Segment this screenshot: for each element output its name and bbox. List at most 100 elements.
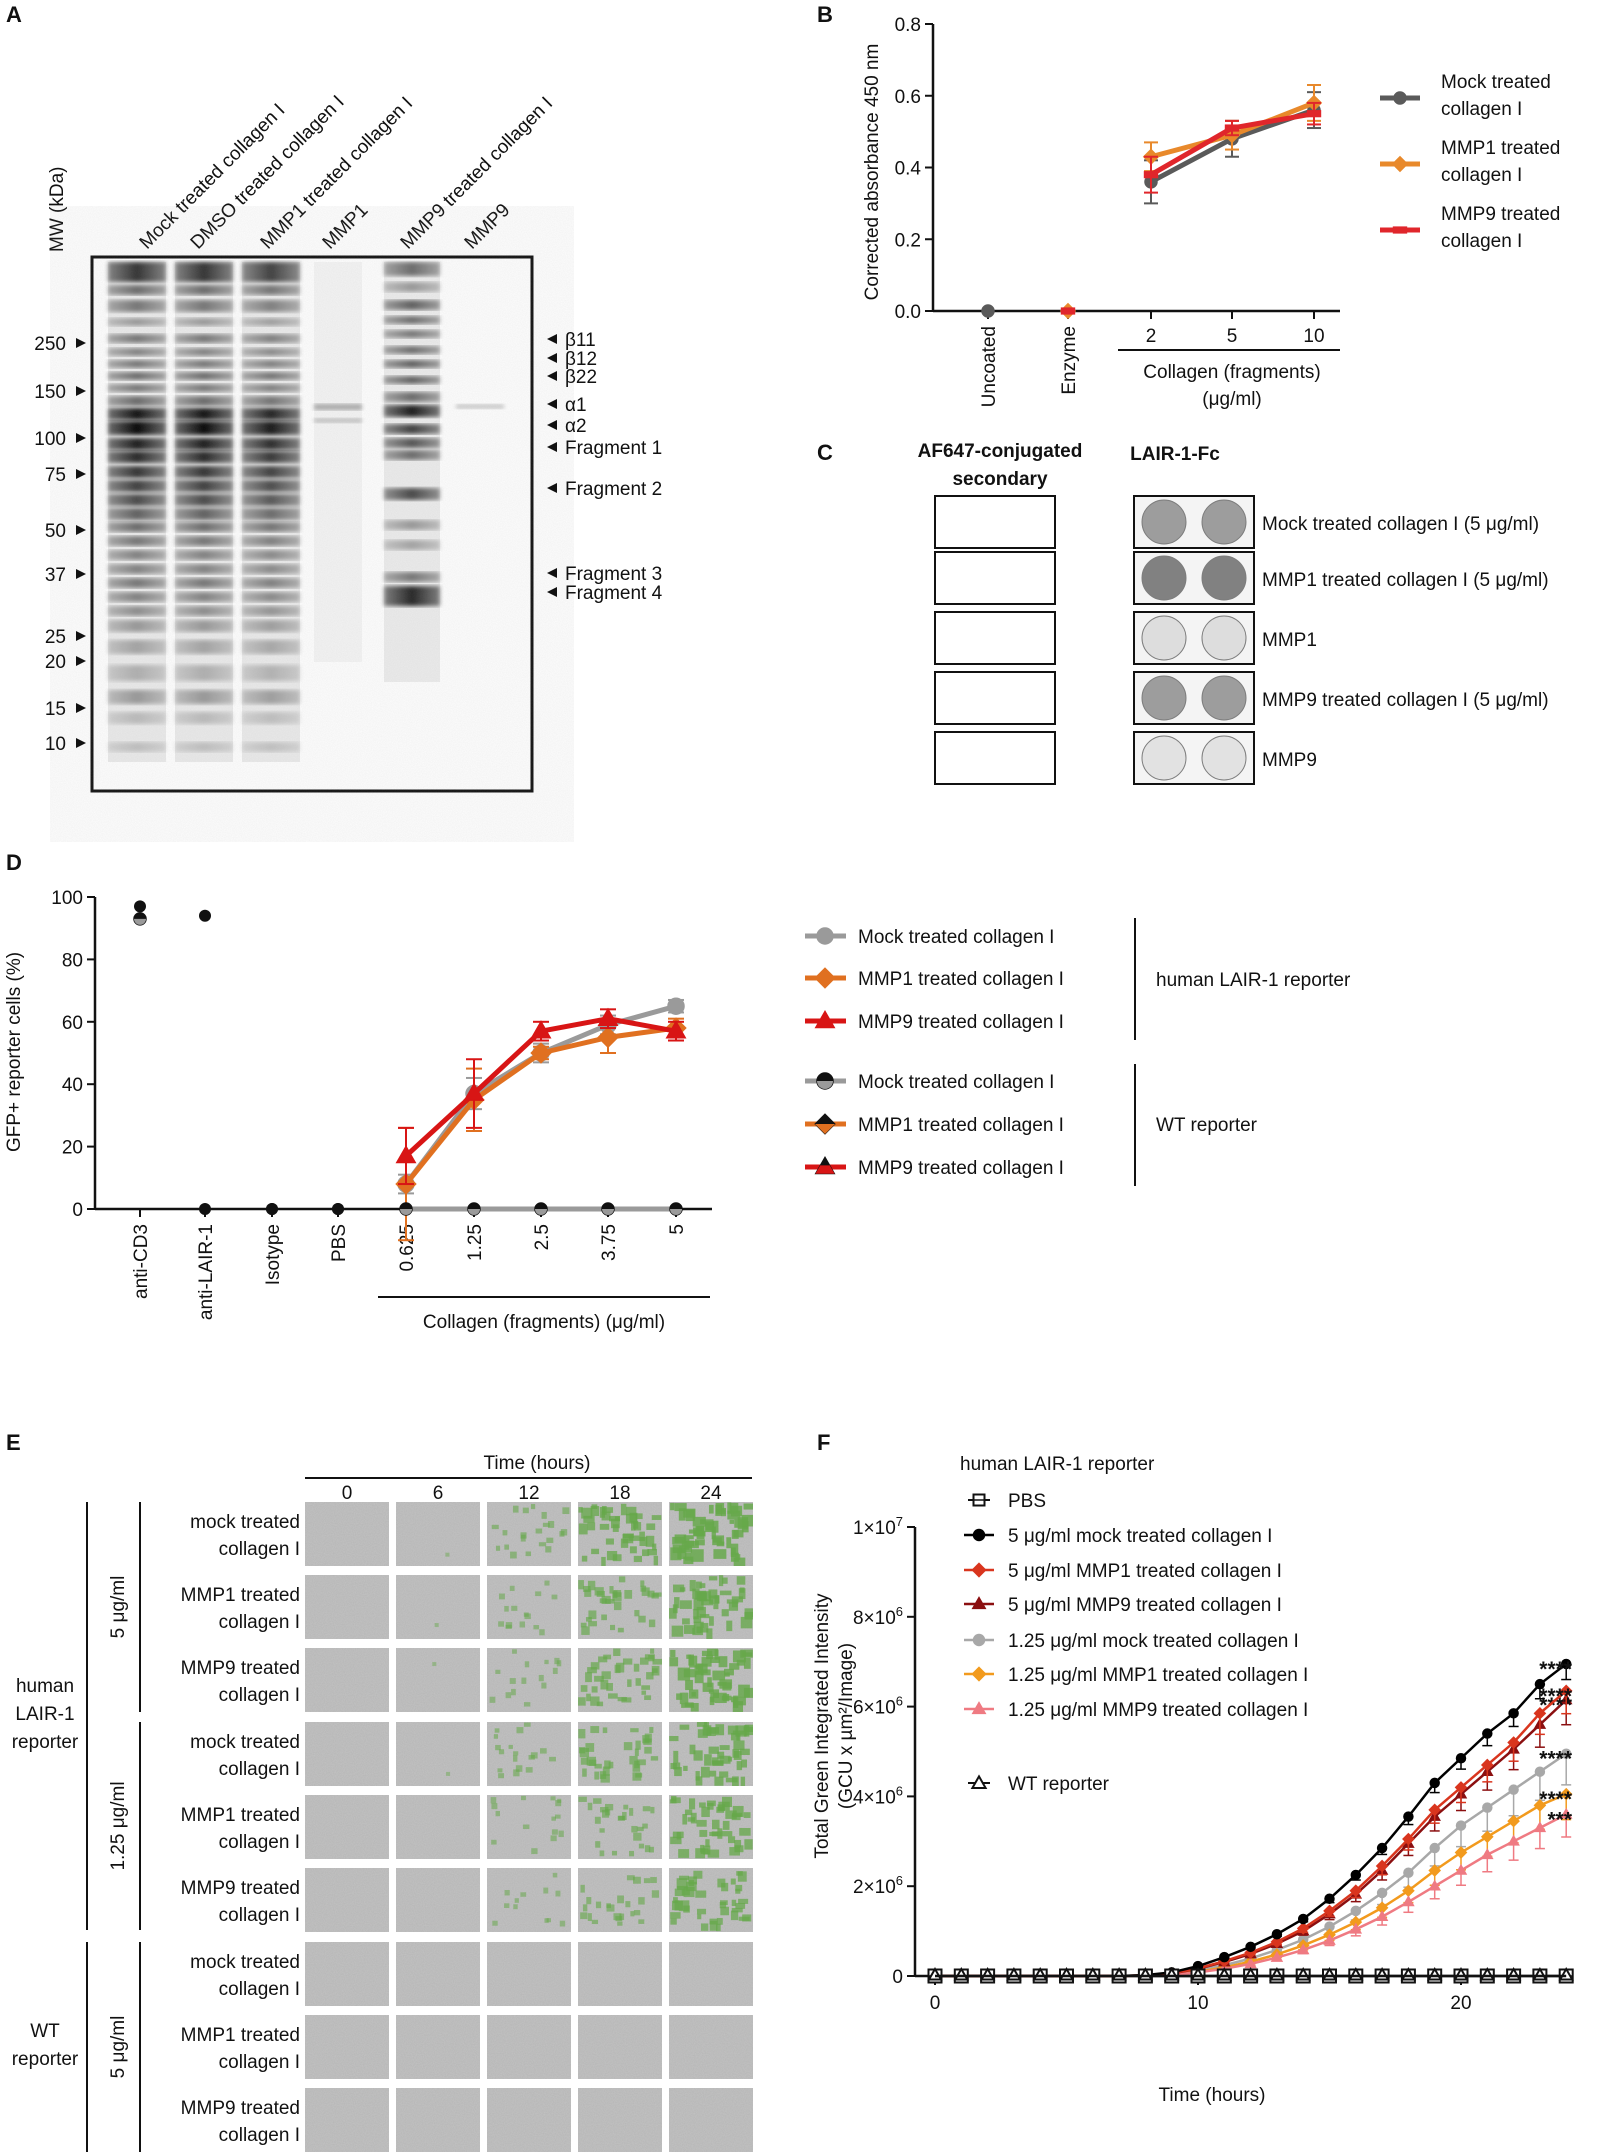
marker-shape xyxy=(1375,1910,1389,1922)
f-data-point xyxy=(1480,1830,1494,1844)
e-row-label-1: MMP1 treated xyxy=(181,2025,300,2046)
marker-shape xyxy=(1060,307,1076,315)
e-green-signal xyxy=(434,1623,439,1628)
e-green-signal xyxy=(497,1768,503,1773)
e-green-signal xyxy=(727,1725,739,1735)
e-green-signal xyxy=(712,1670,726,1681)
e-green-signal xyxy=(520,1532,527,1539)
e-green-signal xyxy=(585,1672,592,1683)
e-green-signal xyxy=(633,1522,642,1531)
e-green-signal xyxy=(594,1675,604,1682)
e-green-signal xyxy=(642,1806,651,1812)
e-image-noise xyxy=(578,1942,662,2006)
e-green-signal xyxy=(510,1551,517,1559)
e-green-signal xyxy=(718,1656,728,1668)
e-green-signal xyxy=(551,1829,558,1835)
marker-shape xyxy=(1323,1904,1336,1918)
panel-letter-e: E xyxy=(6,1430,21,1455)
e-green-signal xyxy=(677,1548,687,1559)
e-green-signal xyxy=(705,1839,710,1847)
panel-f-chart: F human LAIR-1 reporter Total Green Inte… xyxy=(812,1430,1574,2106)
e-green-signal xyxy=(512,1505,519,1513)
e-green-signal xyxy=(652,1658,662,1665)
gel-marker-arrow xyxy=(76,703,86,713)
e-green-signal xyxy=(739,1827,751,1836)
e-green-signal xyxy=(491,1839,497,1845)
e-green-signal xyxy=(498,1593,505,1600)
e-row-label-2: collagen I xyxy=(219,1612,300,1633)
e-group-label: WT xyxy=(30,2021,60,2042)
e-image-noise xyxy=(396,2088,480,2152)
e-green-signal xyxy=(554,1814,561,1819)
e-group-label: LAIR-1 xyxy=(15,1704,74,1725)
marker-shape xyxy=(1376,1887,1388,1899)
e-green-signal xyxy=(736,1761,743,1771)
e-green-signal xyxy=(701,1599,714,1606)
f-data-point xyxy=(1482,1802,1493,1813)
f-legend-marker xyxy=(970,1774,988,1789)
e-green-signal xyxy=(717,1878,726,1888)
e-green-signal xyxy=(635,1740,641,1750)
e-green-signal xyxy=(742,1652,753,1657)
e-green-signal xyxy=(695,1539,705,1546)
e-green-signal xyxy=(699,1583,706,1588)
e-green-signal xyxy=(609,1515,621,1522)
marker-shape xyxy=(1560,1748,1572,1759)
marker-half xyxy=(670,1209,682,1215)
e-row-label-1: MMP9 treated xyxy=(181,2098,300,2119)
e-green-signal xyxy=(504,1605,509,1612)
e-green-signal xyxy=(706,1654,713,1660)
e-green-signal xyxy=(735,1725,747,1737)
e-green-signal xyxy=(605,1803,614,1811)
e-green-signal xyxy=(608,1761,614,1769)
e-green-signal xyxy=(586,1617,592,1622)
e-green-signal xyxy=(731,1596,744,1603)
e-green-signal xyxy=(694,1670,704,1684)
f-significance: **** xyxy=(1539,1788,1573,1811)
e-green-signal xyxy=(523,1722,531,1727)
f-x-axis-label: Time (hours) xyxy=(1159,2085,1266,2106)
b-x-tick-label: 10 xyxy=(1303,326,1324,347)
e-green-signal xyxy=(546,1537,554,1543)
marker-shape xyxy=(1306,110,1322,118)
marker-shape xyxy=(530,1020,552,1039)
e-image-noise xyxy=(305,1722,389,1786)
marker-shape xyxy=(1270,1950,1284,1962)
gel-marker-value: 15 xyxy=(45,699,66,720)
e-green-signal xyxy=(602,1766,610,1776)
e-green-signal xyxy=(621,1697,632,1703)
c-rows: Mock treated collagen I (5 μg/ml) MMP1 tr… xyxy=(934,495,1549,785)
e-green-signal xyxy=(582,1904,588,1912)
e-green-signal xyxy=(642,1549,650,1557)
e-green-signal xyxy=(554,1657,560,1665)
e-green-signal xyxy=(578,1580,584,1590)
e-green-signal xyxy=(744,1839,753,1850)
e-green-signal xyxy=(511,1605,518,1611)
e-green-signal xyxy=(600,1679,609,1690)
gel-band-arrow xyxy=(547,483,557,493)
marker-shape xyxy=(816,927,834,945)
e-green-signal xyxy=(708,1689,714,1694)
f-data-point xyxy=(1270,1935,1284,1949)
d-x-tick-label: Isotype xyxy=(263,1224,284,1285)
e-row-label-1: MMP1 treated xyxy=(181,1805,300,1826)
e-green-signal xyxy=(629,1546,637,1554)
e-green-signal xyxy=(700,1766,710,1778)
marker-shape xyxy=(1559,1787,1573,1801)
e-green-signal xyxy=(670,1502,675,1511)
e-green-signal xyxy=(726,1620,733,1632)
b-legend-marker xyxy=(1393,91,1407,105)
e-row-label-2: collagen I xyxy=(219,2052,300,2073)
f-data-point xyxy=(1508,1708,1519,1719)
e-green-signal xyxy=(736,1576,746,1585)
d-control-point xyxy=(199,1203,211,1215)
e-time-label: 18 xyxy=(609,1483,630,1504)
e-green-signal xyxy=(649,1726,654,1734)
gel-band-arrow xyxy=(547,399,557,409)
gel-marker-arrow xyxy=(76,738,86,748)
f-data-point xyxy=(1349,1884,1363,1898)
e-green-signal xyxy=(695,1776,703,1786)
e-green-signal xyxy=(591,1686,598,1693)
e-green-signal xyxy=(732,1650,746,1663)
f-legend-marker xyxy=(971,1596,987,1610)
